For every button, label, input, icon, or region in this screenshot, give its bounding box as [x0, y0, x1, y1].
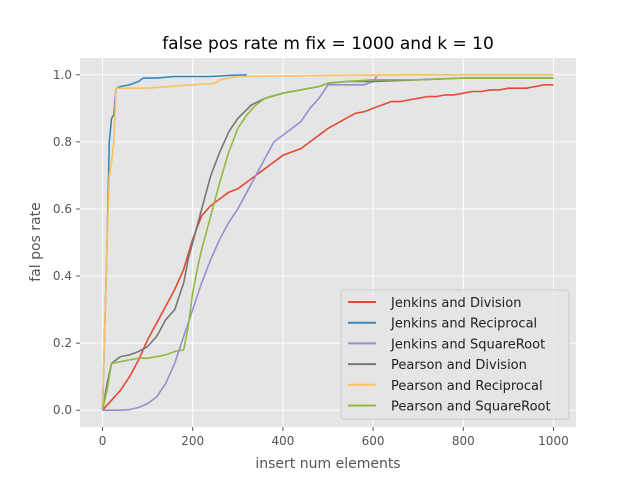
legend-label: Pearson and SquareRoot	[391, 400, 551, 415]
legend-label: Jenkins and SquareRoot	[390, 337, 545, 352]
legend-label: Jenkins and Reciprocal	[390, 317, 537, 332]
axis-ticks: 0 200 400 600 800 1000 0.0 0.2 0.4 0.6 0.8 1.0	[53, 68, 569, 448]
legend-label: Pearson and Division	[391, 358, 527, 373]
x-tick-label: 1000	[538, 434, 569, 448]
chart-title: false pos rate m fix = 1000 and k = 10	[162, 34, 494, 54]
y-tick-label: 0.6	[53, 202, 72, 216]
x-tick-label: 200	[181, 434, 204, 448]
series-line-jenkins-and-squareroot	[102, 74, 379, 411]
series-line-jenkins-and-division	[101, 84, 554, 411]
x-tick-label: 400	[271, 434, 294, 448]
legend-label: Jenkins and Division	[390, 296, 521, 311]
x-tick-label: 800	[452, 434, 475, 448]
series-line-pearson-and-reciprocal	[101, 74, 554, 411]
series-line-pearson-and-squareroot	[101, 77, 554, 411]
y-tick-label: 0.2	[53, 336, 72, 350]
y-tick-label: 0.8	[53, 135, 72, 149]
x-tick-label: 600	[362, 434, 385, 448]
legend-label: Pearson and Reciprocal	[391, 379, 543, 394]
legend: Jenkins and Division Jenkins and Reciproc…	[340, 289, 570, 420]
y-axis-label: fal pos rate	[28, 202, 44, 281]
y-tick-label: 0.4	[53, 269, 72, 283]
y-tick-label: 1.0	[53, 68, 72, 82]
x-tick-label: 0	[99, 434, 107, 448]
legend-box	[340, 289, 570, 420]
y-tick-label: 0.0	[53, 403, 72, 417]
series-lines	[101, 74, 554, 411]
x-axis-label: insert num elements	[255, 456, 400, 472]
